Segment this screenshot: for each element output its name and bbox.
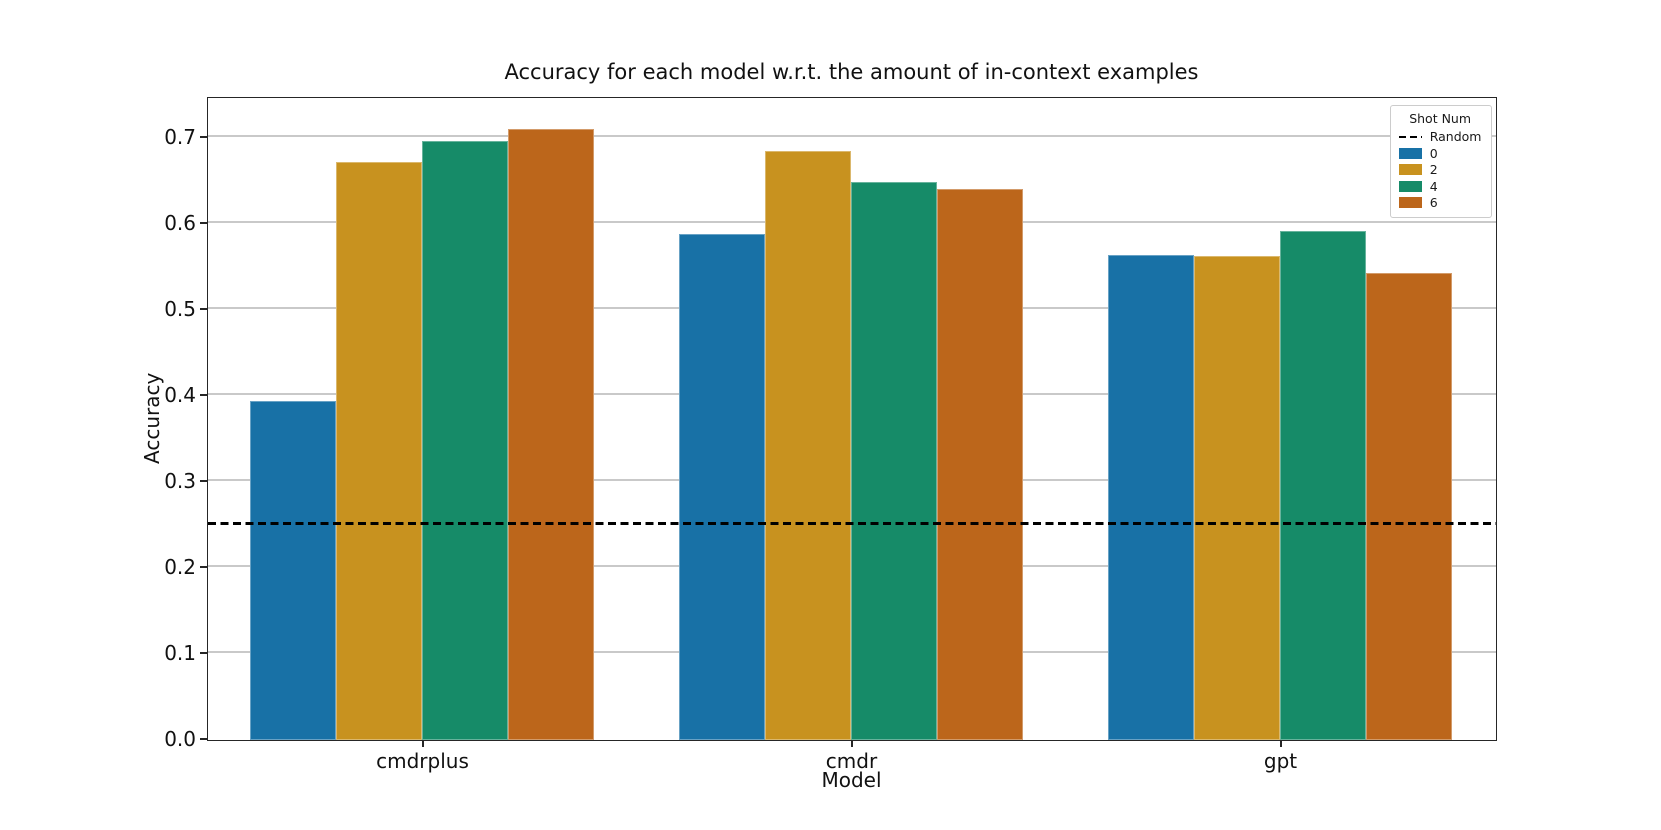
xtick-label-cmdr: cmdr (825, 749, 878, 773)
legend-title: Shot Num (1409, 110, 1472, 126)
ytick-mark-0.6 (200, 221, 208, 224)
color-swatch-2 (1398, 164, 1422, 176)
color-swatch-4 (1398, 180, 1422, 192)
gridline-y-0.7 (207, 135, 1496, 138)
ytick-mark-0.0 (200, 738, 208, 740)
ytick-label-0.6: 0.6 (164, 210, 196, 235)
bar-cmdrplus-shot-2 (336, 162, 422, 740)
bar-gpt-shot-4 (1280, 231, 1366, 740)
legend: Shot Num Random 0 2 4 6 (1389, 104, 1492, 218)
legend-label-random: Random (1429, 129, 1482, 145)
bar-gpt-shot-6 (1365, 273, 1452, 740)
ytick-mark-0.5 (200, 307, 208, 310)
bar-cmdrplus-shot-6 (507, 129, 594, 740)
legend-items: Random 0 2 4 6 (1398, 129, 1482, 212)
plot-area: Shot Num Random 0 2 4 6 (206, 96, 1497, 741)
ytick-mark-0.7 (200, 135, 208, 138)
xtick-label-gpt: gpt (1263, 749, 1298, 773)
x-axis-label: Model (821, 768, 882, 792)
legend-item-4: 4 (1398, 178, 1482, 195)
chart-title: Accuracy for each model w.r.t. the amoun… (504, 60, 1199, 84)
dashed-line-swatch (1398, 135, 1422, 138)
ytick-mark-0.2 (200, 565, 208, 568)
ytick-label-0.7: 0.7 (164, 124, 196, 149)
y-axis-ticks: 0.0 0.1 0.2 0.3 0.4 0.5 0.6 0.7 (0, 98, 208, 751)
bar-gpt-shot-0 (1108, 255, 1195, 740)
ytick-label-0.3: 0.3 (164, 468, 196, 493)
legend-label-0: 0 (1429, 145, 1438, 161)
bar-cmdr-shot-6 (936, 188, 1023, 740)
bar-gpt-shot-2 (1194, 255, 1280, 740)
ytick-label-0.5: 0.5 (164, 296, 196, 321)
legend-item-6: 6 (1398, 195, 1482, 212)
legend-item-2: 2 (1398, 162, 1482, 179)
ytick-label-0.0: 0.0 (164, 727, 196, 751)
ytick-label-0.1: 0.1 (164, 640, 196, 665)
color-swatch-0 (1398, 147, 1422, 159)
ytick-mark-0.1 (200, 651, 208, 654)
ytick-mark-0.3 (200, 479, 208, 482)
bar-cmdrplus-shot-0 (250, 401, 337, 740)
ytick-mark-0.4 (200, 393, 208, 396)
legend-item-random: Random (1398, 129, 1482, 146)
random-baseline-line (207, 522, 1496, 525)
legend-label-6: 6 (1429, 195, 1438, 211)
x-axis-ticks: cmdrplus cmdr gpt (208, 739, 1495, 779)
ytick-label-0.2: 0.2 (164, 554, 196, 579)
xtick-mark-cmdr (850, 739, 853, 747)
bar-cmdrplus-shot-4 (422, 140, 508, 740)
color-swatch-6 (1398, 197, 1422, 209)
xtick-label-cmdrplus: cmdrplus (376, 749, 469, 773)
bar-cmdr-shot-0 (679, 234, 766, 740)
legend-item-0: 0 (1398, 145, 1482, 162)
legend-label-2: 2 (1429, 162, 1438, 178)
bar-cmdr-shot-4 (851, 181, 937, 740)
legend-label-4: 4 (1429, 178, 1438, 194)
xtick-mark-cmdrplus (421, 739, 424, 747)
bar-cmdr-shot-2 (765, 151, 851, 740)
xtick-mark-gpt (1279, 739, 1282, 747)
ytick-label-0.4: 0.4 (164, 382, 196, 407)
